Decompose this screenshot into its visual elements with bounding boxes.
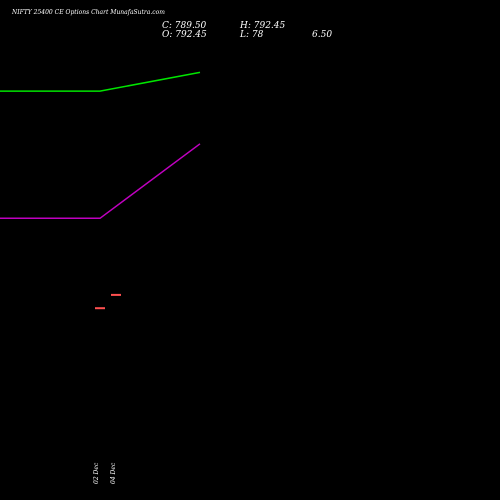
candle-2 <box>111 293 121 296</box>
extra-value: 6.50 <box>312 30 333 40</box>
high-value: H: 792.45 <box>240 21 286 31</box>
low-value: L: 78 <box>240 30 264 40</box>
close-value: C: 789.50 <box>162 21 207 31</box>
series-line-2 <box>0 143 201 220</box>
open-value: O: 792.45 <box>162 30 207 40</box>
series-line-1 <box>0 71 201 92</box>
chart-title: NIFTY 25400 CE Options Chart MunafaSutra… <box>12 9 165 16</box>
candle-1 <box>95 307 105 310</box>
x-tick-label: 02 Dec <box>93 462 100 484</box>
x-tick-label: 04 Dec <box>110 462 117 484</box>
